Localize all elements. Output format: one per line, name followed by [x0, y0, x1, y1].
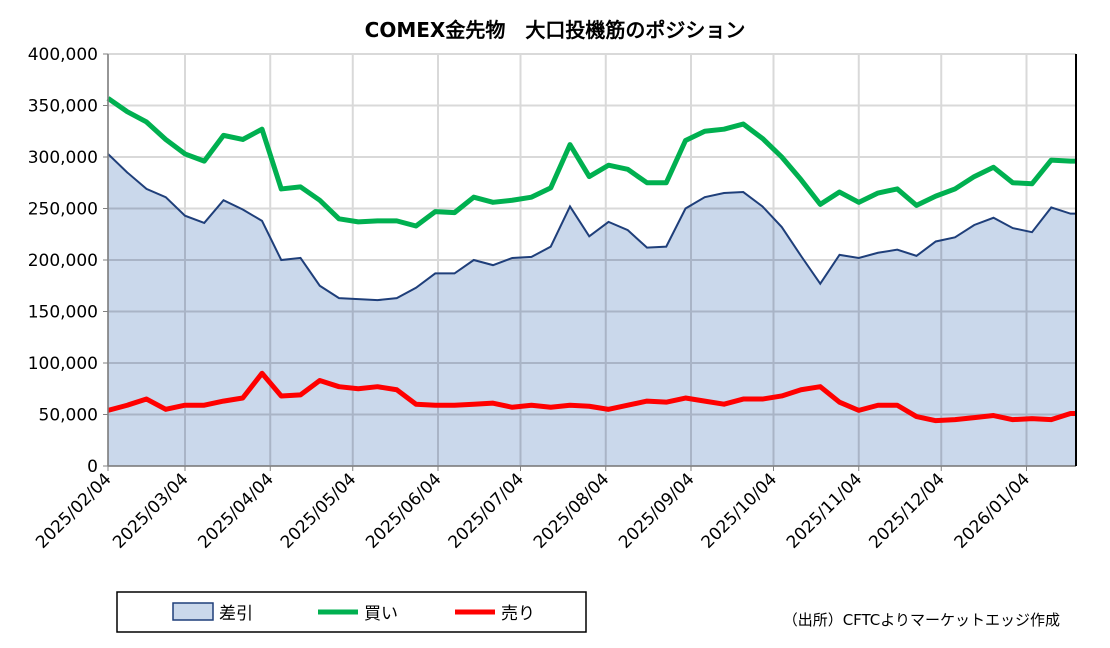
x-tick-label: 2025/03/04	[109, 469, 192, 552]
series-line-diff	[107, 153, 1076, 302]
legend-label-buy: 買い	[364, 604, 398, 624]
y-tick-label: 200,000	[28, 251, 98, 271]
x-tick-label: 2025/02/04	[32, 469, 115, 552]
legend-label-diff: 差引	[219, 604, 253, 624]
y-tick-label: 100,000	[28, 354, 98, 374]
x-tick-label: 2025/12/04	[865, 469, 948, 552]
y-tick-label: 0	[87, 457, 98, 477]
x-tick-label: 2026/01/04	[951, 469, 1034, 552]
x-tick-label: 2025/07/04	[445, 469, 528, 552]
chart-title: COMEX金先物 大口投機筋のポジション	[365, 18, 746, 42]
y-tick-label: 300,000	[28, 148, 98, 168]
x-tick-label: 2025/09/04	[615, 469, 698, 552]
y-tick-label: 250,000	[28, 200, 98, 220]
x-tick-label: 2025/11/04	[783, 469, 866, 552]
x-tick-label: 2025/10/04	[698, 469, 781, 552]
legend-swatch-diff	[172, 602, 214, 621]
y-tick-label: 400,000	[28, 45, 98, 65]
y-tick-label: 150,000	[28, 303, 98, 323]
x-tick-label: 2025/08/04	[530, 469, 613, 552]
source-note: （出所）CFTCよりマーケットエッジ作成	[783, 611, 1060, 629]
legend: 差引 買い 売り	[116, 591, 587, 633]
x-tick-label: 2025/06/04	[362, 469, 445, 552]
x-tick-label: 2025/04/04	[194, 469, 277, 552]
legend-label-sell: 売り	[501, 604, 535, 624]
series-line-buy	[106, 96, 1076, 229]
series-line-sell	[107, 370, 1076, 424]
y-tick-label: 350,000	[28, 97, 98, 117]
y-tick-label: 50,000	[39, 406, 98, 426]
x-tick-label: 2025/05/04	[277, 469, 360, 552]
